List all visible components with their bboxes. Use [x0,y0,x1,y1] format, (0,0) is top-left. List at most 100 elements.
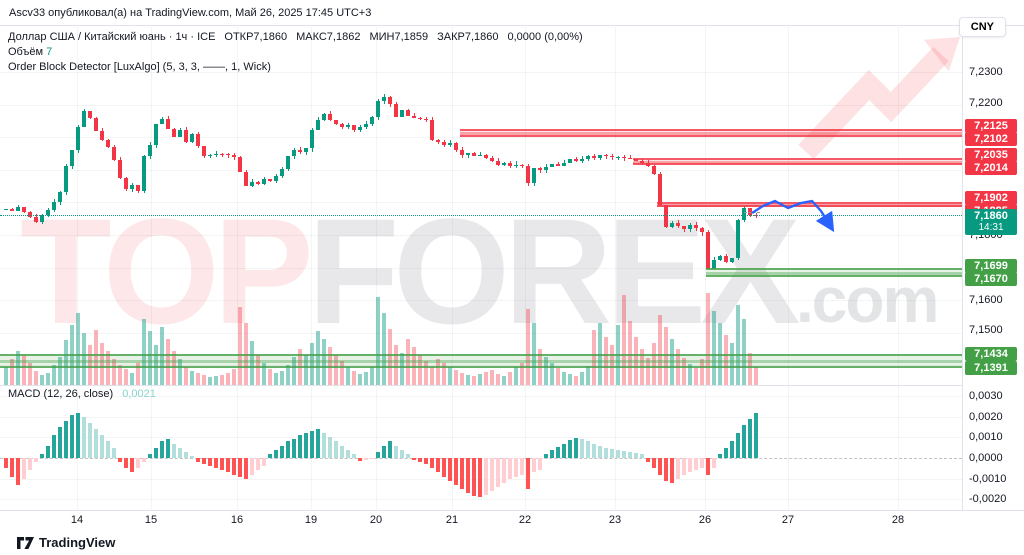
grid-hline [0,104,962,106]
price-tick-label: -0,0010 [969,473,1007,485]
price-level-badge: 7,2035 [965,148,1017,162]
candle-wick [467,152,469,159]
macd-histogram-bar [574,438,578,458]
time-tick-label: 22 [518,514,532,526]
volume-bar [286,365,290,385]
candle [358,126,362,131]
macd-histogram-bar [232,458,236,475]
candle [694,224,698,228]
price-axis[interactable]: 7,2300 7,2200 7,1800 7,1600 7,1500 0,0030 0,00… [962,27,1024,528]
macd-histogram-bar [214,458,218,469]
chart-plot-area[interactable]: TOPFOREX .com Доллар США / Китайский юан… [0,27,962,510]
volume-bar [574,376,578,385]
candle [94,118,98,131]
candle [682,225,686,230]
candle [718,255,722,261]
candle [592,156,596,159]
candle [286,156,290,170]
macd-histogram-bar [484,458,488,496]
price-level-badge: 7,2014 [965,161,1017,175]
candle [478,154,482,157]
order-block-line [0,366,962,369]
candle [148,145,152,157]
candle [202,146,206,157]
symbol-row[interactable]: Доллар США / Китайский юань · 1ч · ICE ОТ… [8,30,583,44]
candle [526,165,530,184]
candle [262,178,266,185]
volume-bar [112,359,116,385]
candle [676,222,680,226]
candle [376,100,380,117]
price-tick-label: 7,2200 [969,97,1003,109]
macd-histogram-bar [280,445,284,458]
volume-bar [484,372,488,385]
ohlc-item: МИН7,1859 [369,31,429,43]
watermark-right: FOREX [307,187,801,355]
volume-bar [532,323,536,385]
candle [460,149,464,155]
candle [280,169,284,176]
macd-histogram-bar [412,458,416,461]
order-block-line [0,354,962,357]
candle [232,155,236,157]
grid-vline [151,27,152,510]
volume-bar [76,313,80,385]
candle [514,164,518,166]
candle [448,143,452,146]
volume-bar [328,347,332,385]
macd-histogram-bar [202,458,206,465]
indicator-row[interactable]: Order Block Detector [LuxAlgo] (5, 3, 3,… [8,60,583,74]
price-tick-label: 7,1600 [969,294,1003,306]
macd-histogram-bar [676,458,680,479]
price-level-badge: 7,2125 [965,119,1017,133]
macd-histogram-bar [112,447,116,458]
candle [52,202,56,210]
candle [568,159,572,163]
macd-histogram-bar [124,458,128,469]
volume-bar [568,374,572,385]
volume-bar [460,373,464,385]
macd-histogram-bar [388,441,392,458]
volume-bar [304,355,308,385]
volume-row[interactable]: Объём 7 [8,45,583,59]
volume-bar [226,373,230,385]
grid-hline [0,169,962,171]
price-tick-label: 7,2300 [969,66,1003,78]
candle [100,130,104,140]
macd-histogram-bar [670,458,674,483]
volume-bar [628,321,632,385]
volume-bar [40,375,44,385]
volume-bar [148,331,152,385]
candle [34,217,38,222]
tradingview-logo[interactable]: TradingView [17,535,115,550]
macd-histogram-bar [376,451,380,458]
volume-bar [4,367,8,385]
macd-histogram-bar [136,458,140,469]
candle [400,110,404,117]
candle [118,160,122,178]
candle [130,185,134,190]
macd-histogram-bar [664,458,668,481]
candle [220,153,224,155]
volume-bar [190,371,194,385]
order-block-zone [460,129,962,137]
macd-histogram-bar [556,446,560,458]
macd-histogram-bar [430,458,434,469]
time-tick-label: 21 [445,514,459,526]
macd-legend[interactable]: MACD (12, 26, close) 0,0021 [8,388,156,400]
macd-histogram-bar [568,440,572,458]
macd-histogram-bar [250,458,254,475]
candle [550,163,554,167]
candle [700,227,704,233]
grid-hline [0,365,962,367]
candle [730,258,734,262]
macd-histogram-bar [304,433,308,458]
share-caption: Ascv33 опубликовал(а) на TradingView.com… [9,7,372,19]
macd-histogram-bar [748,418,752,458]
currency-toggle-button[interactable]: CNY [958,17,1006,37]
ohlc-values: ОТКР7,1860 МАКС7,1862 МИН7,1859 ЗАКР7,1860 0… [215,31,582,43]
time-axis[interactable]: 14 15 16 19 20 21 22 23 26 27 28 [0,510,1024,529]
macd-histogram-bar [286,441,290,458]
candle [82,111,86,127]
volume-bar [88,345,92,385]
